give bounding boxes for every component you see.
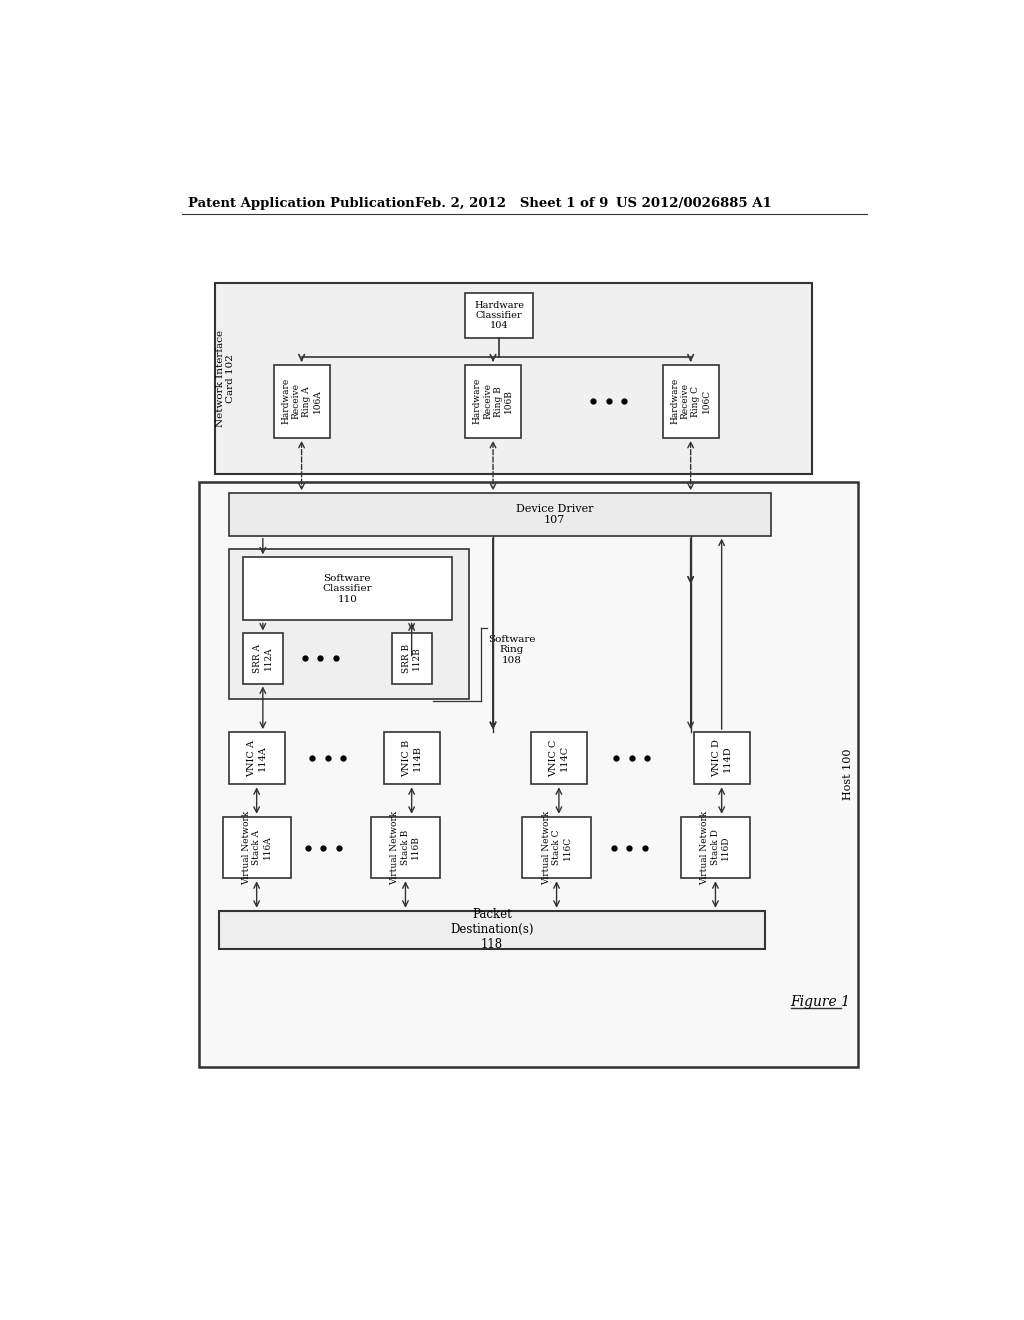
Text: Virtual Network
Stack A
116A: Virtual Network Stack A 116A	[242, 810, 271, 884]
Text: Hardware
Classifier
104: Hardware Classifier 104	[474, 301, 524, 330]
Bar	[243, 557, 452, 620]
Bar	[681, 817, 750, 878]
Text: Patent Application Publication: Patent Application Publication	[188, 197, 415, 210]
Bar	[219, 911, 765, 949]
Text: Hardware
Receive
Ring A
106A: Hardware Receive Ring A 106A	[282, 379, 322, 425]
Bar	[215, 284, 812, 474]
Text: VNIC B
114B: VNIC B 114B	[402, 739, 421, 777]
Bar	[384, 733, 439, 784]
Text: US 2012/0026885 A1: US 2012/0026885 A1	[616, 197, 772, 210]
Bar	[222, 817, 291, 878]
Bar	[372, 817, 439, 878]
Text: Hardware
Receive
Ring C
106C: Hardware Receive Ring C 106C	[671, 379, 711, 425]
Text: Software
Ring
108: Software Ring 108	[488, 635, 536, 664]
Text: Software
Classifier
110: Software Classifier 110	[323, 574, 372, 603]
Text: SRR B
112B: SRR B 112B	[402, 644, 421, 673]
Bar	[228, 494, 771, 536]
Bar	[465, 364, 521, 438]
Text: Virtual Network
Stack C
116C: Virtual Network Stack C 116C	[542, 810, 571, 884]
Text: Feb. 2, 2012   Sheet 1 of 9: Feb. 2, 2012 Sheet 1 of 9	[415, 197, 608, 210]
Bar	[465, 293, 534, 338]
Text: Virtual Network
Stack B
116B: Virtual Network Stack B 116B	[390, 810, 420, 884]
Text: Hardware
Receive
Ring B
106B: Hardware Receive Ring B 106B	[473, 379, 513, 425]
Bar	[228, 733, 285, 784]
Text: Device Driver
107: Device Driver 107	[515, 504, 593, 525]
Bar	[663, 364, 719, 438]
Text: VNIC A
114A: VNIC A 114A	[247, 739, 266, 776]
Bar	[391, 634, 432, 684]
Bar	[531, 733, 587, 784]
Bar	[522, 817, 591, 878]
Text: Network Interface
Card 102: Network Interface Card 102	[216, 330, 236, 428]
Bar	[273, 364, 330, 438]
Bar	[693, 733, 750, 784]
Text: Host 100: Host 100	[843, 748, 853, 800]
Text: VNIC D
114D: VNIC D 114D	[712, 739, 731, 777]
Text: Virtual Network
Stack D
116D: Virtual Network Stack D 116D	[700, 810, 730, 884]
Bar	[228, 549, 469, 700]
Bar	[243, 634, 283, 684]
Text: Packet
Destination(s)
118: Packet Destination(s) 118	[451, 908, 534, 952]
Text: VNIC C
114C: VNIC C 114C	[549, 739, 568, 777]
Bar	[200, 482, 858, 1067]
Text: Figure 1: Figure 1	[791, 994, 851, 1008]
Text: SRR A
112A: SRR A 112A	[253, 644, 272, 673]
